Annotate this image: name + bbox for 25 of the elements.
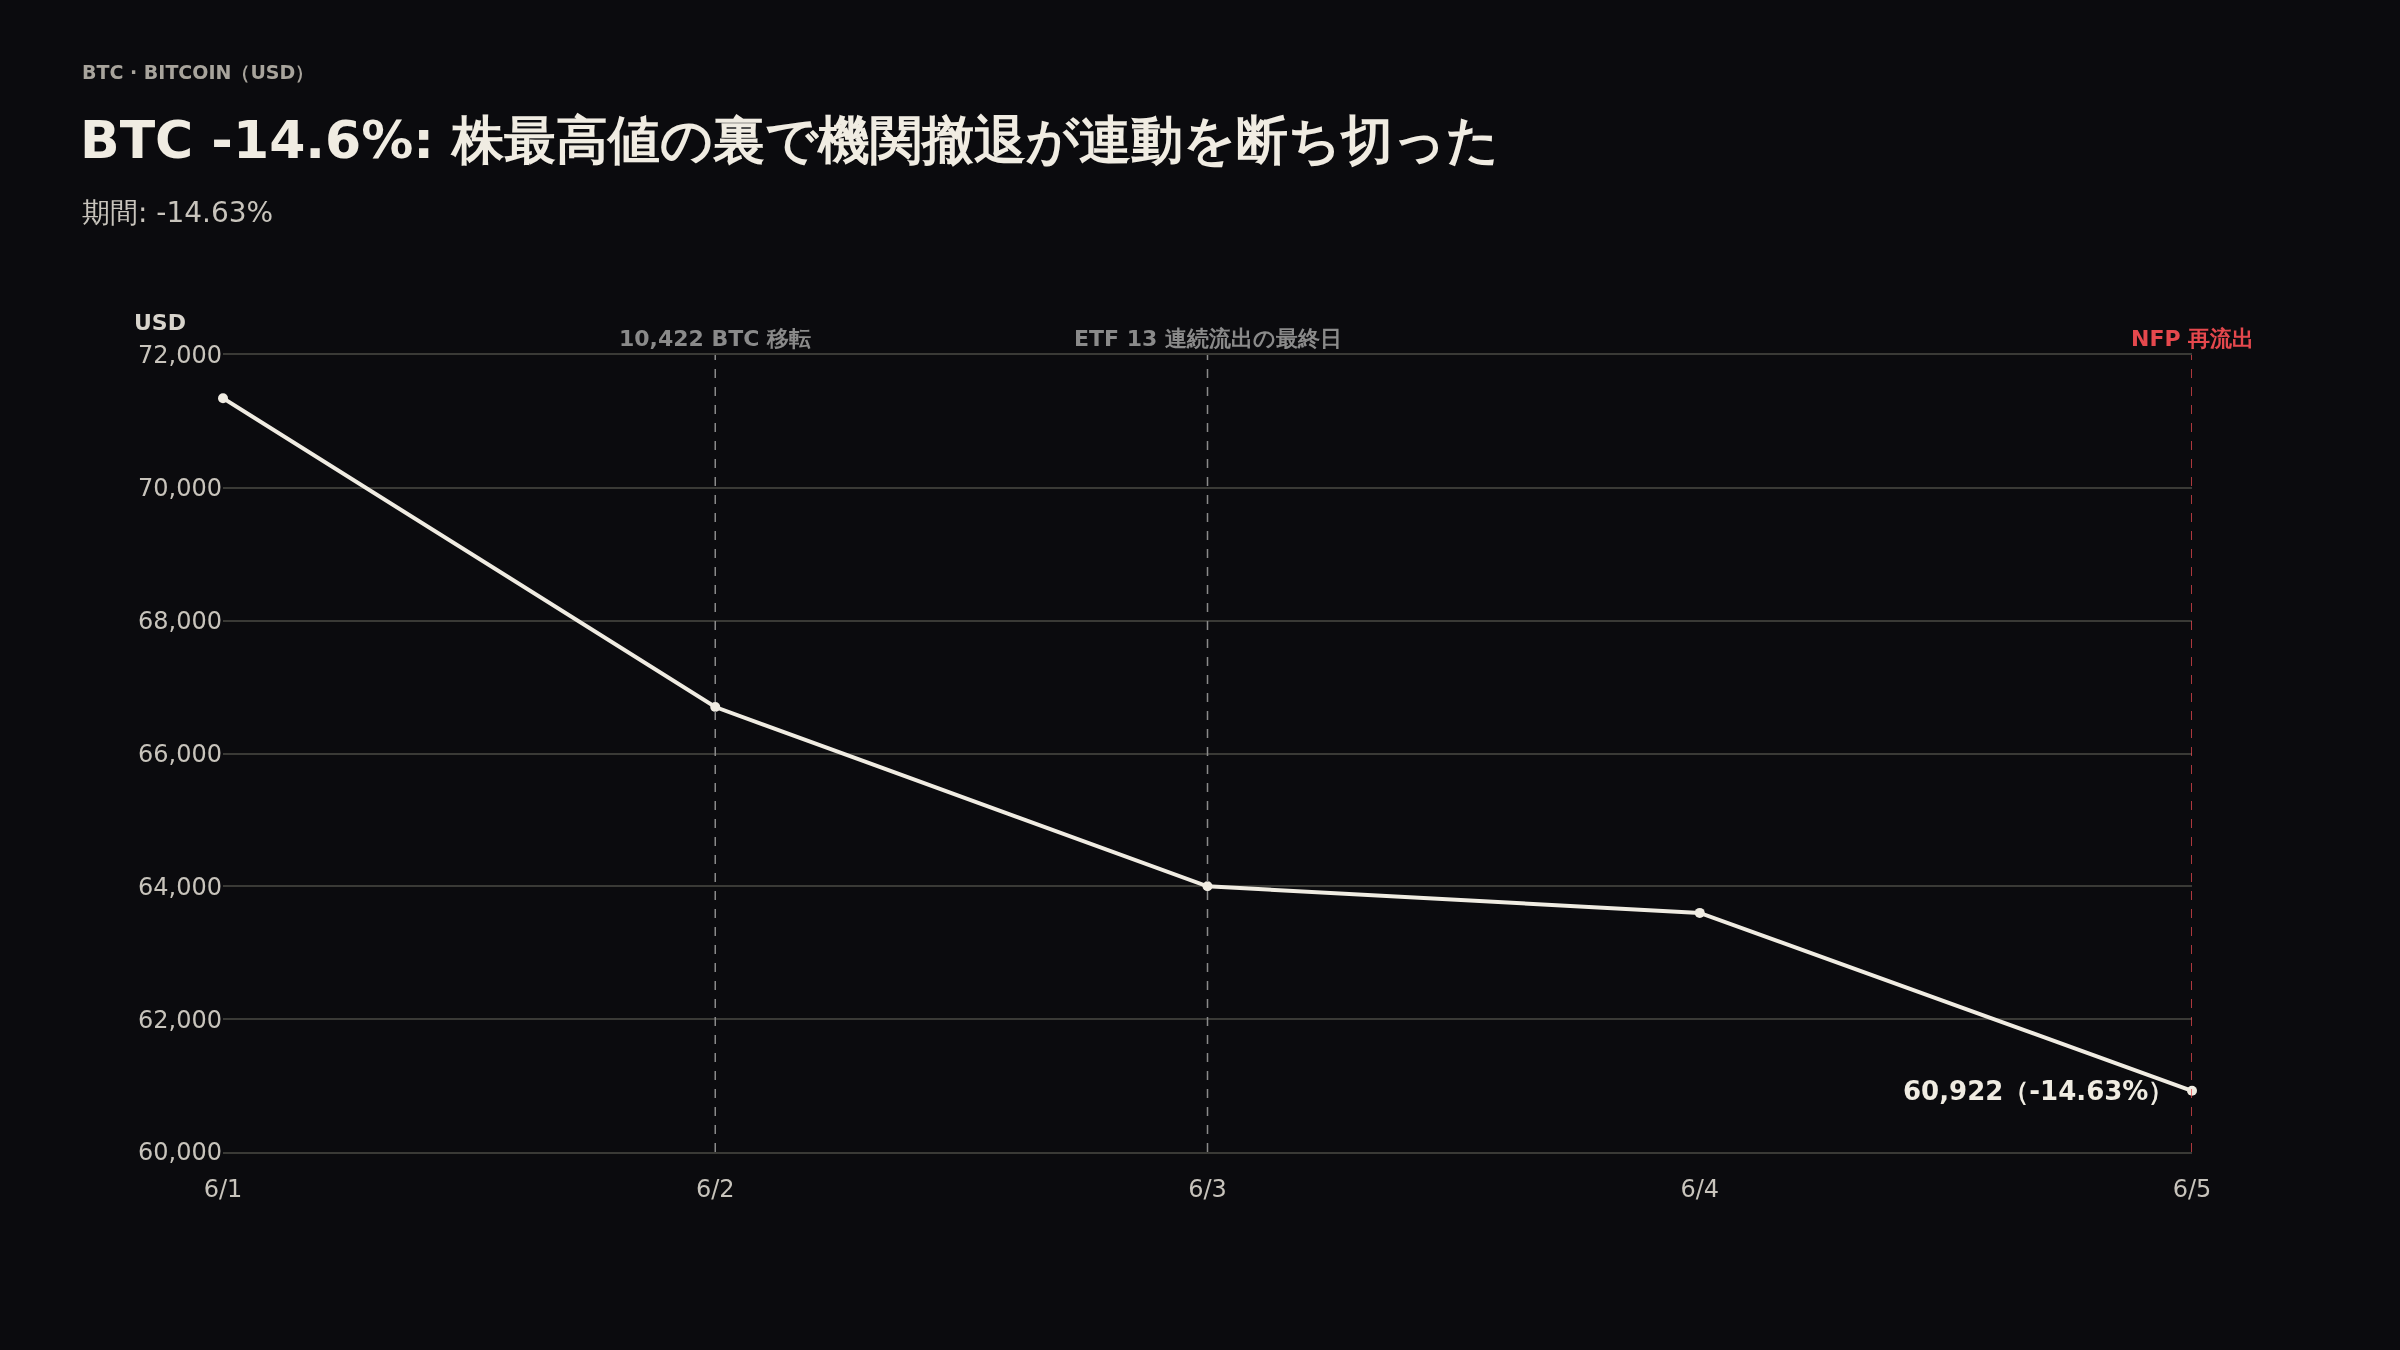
point [1202,881,1213,892]
point [1694,907,1705,918]
y-axis-title: USD [134,310,186,335]
point [2187,1085,2197,1096]
y-tick-label: 64,000 [138,872,222,901]
y-tick-label: 60,000 [138,1138,222,1167]
chart-subtitle: 期間: -14.63% [82,196,274,229]
y-tick-label: 62,000 [138,1005,222,1034]
text: BTC · BITCOIN（USD） [82,61,315,83]
x-tick-label: 6/4 [1680,1174,1720,1203]
x-tick-label: 6/2 [695,1174,735,1203]
y-tick-label: 70,000 [138,474,222,503]
y-tick-label: 68,000 [138,607,222,636]
y-tick-label: 66,000 [138,739,222,768]
ref-line-label: 10,422 BTC 移転 [619,326,812,351]
x-tick-label: 6/5 [2172,1174,2212,1203]
chart-title: BTC -14.6%: 株最高値の裏で機関撤退が連動を断ち切った [80,110,1500,171]
point [710,702,721,713]
annotation: 60,922（-14.63%） [1903,1076,2175,1106]
point [218,393,228,404]
ref-line-label: ETF 13 連続流出の最終日 [1074,326,1342,351]
x-tick-label: 6/3 [1188,1174,1227,1203]
y-tick-label: 72,000 [138,341,222,370]
x-tick-label: 6/1 [203,1174,243,1203]
ref-line-label: NFP 再流出 [2131,326,2255,351]
